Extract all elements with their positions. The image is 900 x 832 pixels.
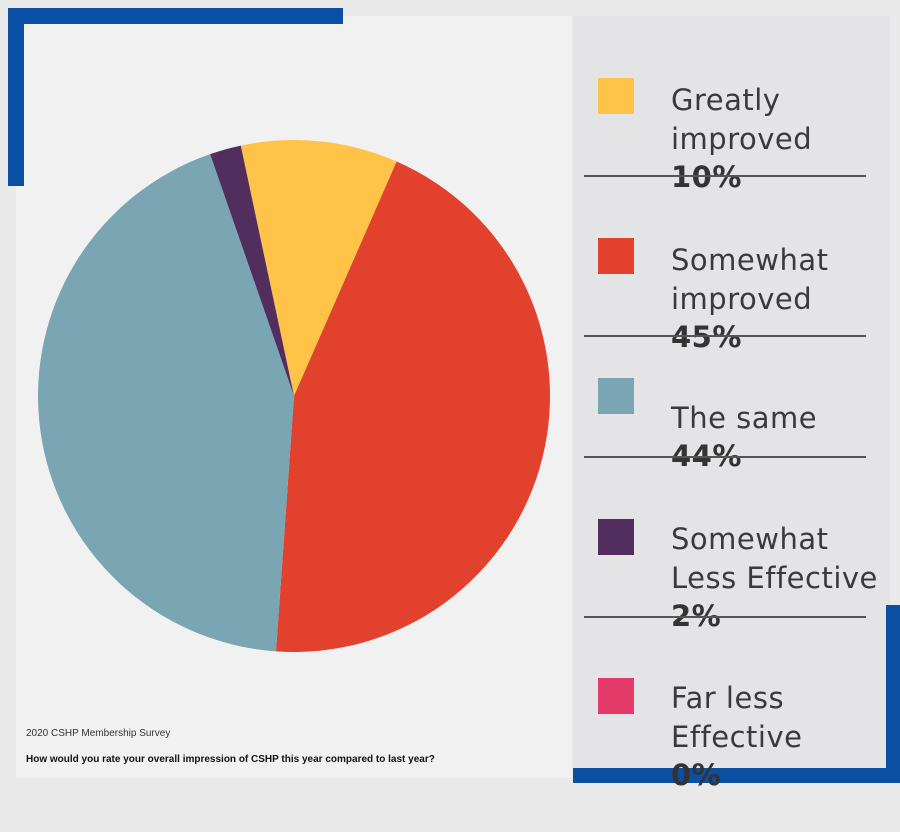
legend-item-far-less-effective: Far less Effective 0% [584,640,866,800]
pie-slice-somewhat-less-effective [210,145,294,396]
legend-divider [584,335,866,337]
legend-swatch [598,678,634,714]
legend-swatch [598,519,634,555]
pie-chart [37,140,550,652]
legend-item-somewhat-improved: Somewhat improved 45% [584,200,866,360]
legend-label-text: Far less Effective [671,681,803,754]
legend-label-text: The same [671,401,818,435]
legend-percent: 10% [671,160,742,194]
legend-swatch [598,238,634,274]
legend-label-text: Somewhat Less Effective [671,522,878,595]
accent-bar-left [8,8,24,186]
legend-label: Far less Effective 0% [671,640,896,832]
legend-item-somewhat-less-effective: Somewhat Less Effective 2% [584,481,877,641]
legend-label: Somewhat Less Effective 2% [671,481,900,673]
legend-divider [584,456,866,458]
pie-slice-somewhat-improved [275,161,550,652]
legend-percent: 0% [671,758,722,792]
accent-bar-top [8,8,343,24]
legend-label: Greatly improved 10% [671,42,896,234]
legend-swatch [598,378,634,414]
legend-label-text: Greatly improved [671,83,813,156]
legend-divider [584,175,866,177]
survey-question: How would you rate your overall impressi… [26,754,435,765]
legend-swatch [598,78,634,114]
legend-label: Somewhat improved 45% [671,202,896,394]
pie-slice-greatly-improved [240,140,397,396]
legend-item-greatly-improved: Greatly improved 10% [584,40,866,200]
survey-source: 2020 CSHP Membership Survey [26,728,171,739]
accent-bar-right [886,605,900,783]
pie-slice-the-same [37,154,294,652]
accent-bar-bottom [573,768,900,783]
legend-percent: 45% [671,320,742,354]
legend-label-text: Somewhat improved [671,243,829,316]
legend-divider [584,616,866,618]
